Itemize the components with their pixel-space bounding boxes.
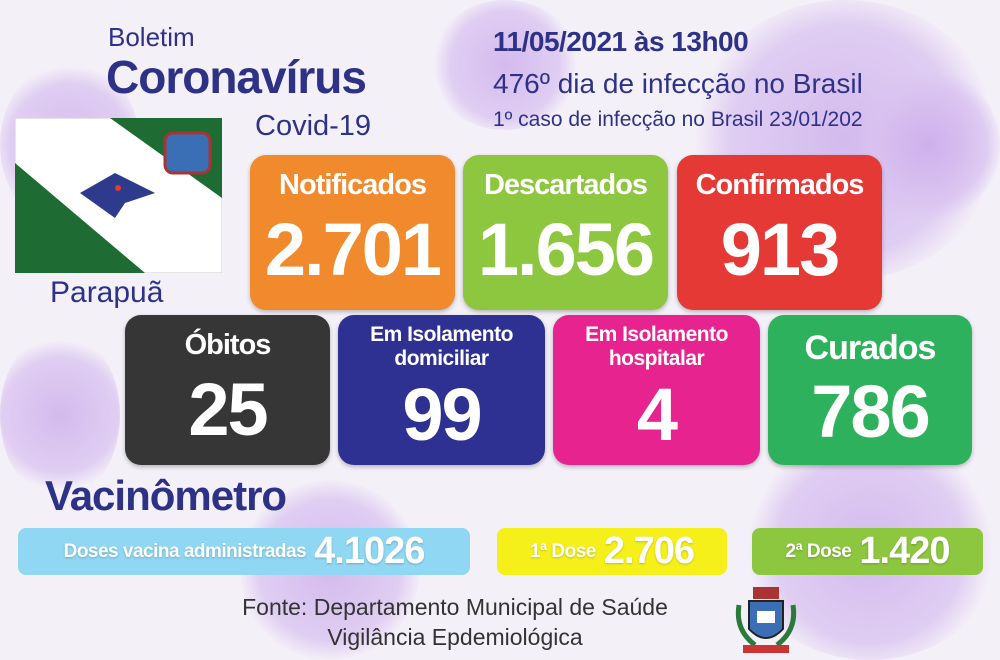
vaccine-dose1-bar: 1ª Dose 2.706	[497, 528, 727, 575]
vaccine-dose1-value: 2.706	[603, 530, 695, 572]
coat-of-arms-icon	[735, 587, 797, 653]
stat-label: Em Isolamento domiciliar	[370, 323, 513, 370]
stat-descartados: Descartados 1.656	[463, 155, 668, 310]
virus-decoration	[860, 70, 1000, 220]
city-flag	[15, 118, 222, 273]
stat-value: 2.701	[264, 208, 442, 291]
page-title: Coronavírus	[106, 51, 367, 103]
vaccine-dose1-label: 1ª Dose	[530, 540, 596, 562]
stat-label: Óbitos	[184, 329, 272, 361]
virus-decoration	[0, 330, 120, 500]
virus-decoration	[430, 0, 580, 130]
bulletin-date: 11/05/2021 às 13h00	[493, 26, 749, 57]
stat-value: 4	[636, 373, 678, 456]
vaccine-total-bar: Doses vacina administradas 4.1026	[18, 528, 470, 575]
stat-value: 1.656	[477, 208, 655, 291]
vaccine-total-label: Doses vacina administradas	[63, 540, 307, 562]
stat-value: 99	[402, 373, 482, 456]
stat-curados: Curados 786	[768, 315, 972, 465]
boletim-label: Boletim	[108, 22, 195, 52]
vaccine-dose2-label: 2ª Dose	[785, 540, 852, 562]
flag-emblem-icon	[80, 173, 155, 218]
source-line-2: Vigilância Epdemiológica	[327, 624, 583, 650]
city-name: Parapuã	[50, 276, 164, 309]
stat-isolamento-hospitalar: Em Isolamento hospitalar 4	[553, 315, 760, 465]
stat-label: Notificados	[279, 169, 427, 201]
first-case-date: 1º caso de infecção no Brasil 23/01/202	[493, 108, 863, 131]
stat-obitos: Óbitos 25	[125, 315, 330, 465]
stat-notificados: Notificados 2.701	[250, 155, 455, 310]
infection-day: 476º dia de infecção no Brasil	[493, 68, 863, 99]
subtitle: Covid-19	[255, 110, 372, 142]
stat-value: 913	[720, 208, 840, 291]
stat-isolamento-domiciliar: Em Isolamento domiciliar 99	[338, 315, 545, 465]
source-line-1: Fonte: Departamento Municipal de Saúde	[242, 594, 668, 620]
stat-label: Descartados	[483, 169, 648, 201]
stat-confirmados: Confirmados 913	[677, 155, 882, 310]
stat-label: Curados	[804, 329, 937, 367]
stat-label: Em Isolamento hospitalar	[585, 323, 728, 370]
vaccine-title: Vacinômetro	[45, 472, 287, 519]
coat-of-arms-icon	[163, 131, 212, 175]
vaccine-dose2-bar: 2ª Dose 1.420	[752, 528, 983, 575]
vaccine-total-value: 4.1026	[314, 530, 425, 572]
stat-value: 786	[811, 370, 930, 453]
vaccine-dose2-value: 1.420	[859, 530, 950, 572]
stat-value: 25	[188, 368, 268, 451]
stat-label: Confirmados	[695, 169, 865, 201]
